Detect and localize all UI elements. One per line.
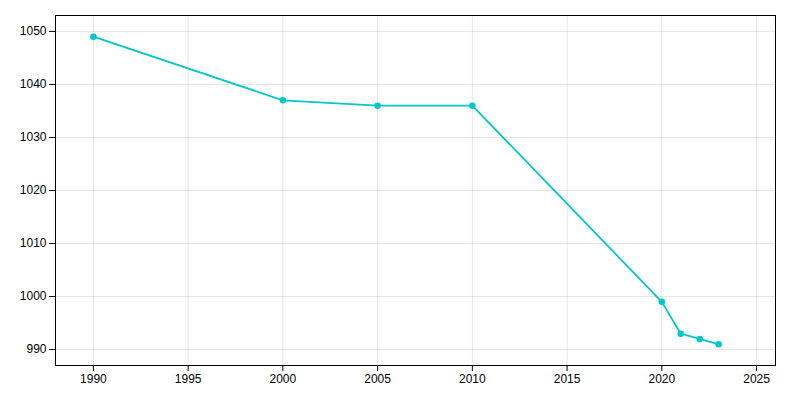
svg-text:990: 990 <box>26 342 46 356</box>
svg-text:1995: 1995 <box>175 372 202 386</box>
svg-text:2010: 2010 <box>459 372 486 386</box>
svg-text:1040: 1040 <box>20 77 47 91</box>
svg-text:1000: 1000 <box>20 289 47 303</box>
svg-text:1030: 1030 <box>20 130 47 144</box>
svg-text:1990: 1990 <box>80 372 107 386</box>
svg-text:1050: 1050 <box>20 24 47 38</box>
svg-text:2000: 2000 <box>270 372 297 386</box>
svg-text:1010: 1010 <box>20 236 47 250</box>
svg-text:1020: 1020 <box>20 183 47 197</box>
svg-text:2005: 2005 <box>364 372 391 386</box>
svg-text:2025: 2025 <box>743 372 770 386</box>
svg-text:2015: 2015 <box>554 372 581 386</box>
svg-text:2020: 2020 <box>648 372 675 386</box>
